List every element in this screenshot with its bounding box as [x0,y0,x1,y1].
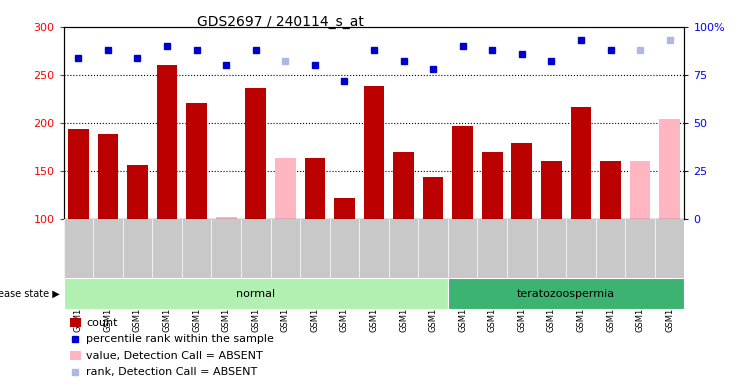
Bar [245,88,266,219]
Bar [156,65,177,219]
Bar [275,159,295,219]
Bar [364,86,384,219]
Text: disease state ▶: disease state ▶ [0,289,60,299]
Bar [512,143,532,219]
Bar [216,217,236,219]
Text: teratozoospermia: teratozoospermia [517,289,615,299]
Bar [393,152,414,219]
Bar [482,152,503,219]
Bar [64,278,448,309]
Text: rank, Detection Call = ABSENT: rank, Detection Call = ABSENT [86,367,257,377]
Bar [70,351,81,360]
Bar [68,129,89,219]
Text: normal: normal [236,289,275,299]
Bar [423,177,444,219]
Bar [127,165,148,219]
Bar [453,126,473,219]
Bar [448,278,684,309]
Bar [304,159,325,219]
Bar [70,318,81,327]
Bar [571,107,591,219]
Text: GDS2697 / 240114_s_at: GDS2697 / 240114_s_at [197,15,364,29]
Bar [186,103,207,219]
Bar [659,119,680,219]
Text: count: count [86,318,117,328]
Text: percentile rank within the sample: percentile rank within the sample [86,334,274,344]
Bar [600,161,621,219]
Bar [630,161,651,219]
Bar [334,198,355,219]
Bar [97,134,118,219]
Text: value, Detection Call = ABSENT: value, Detection Call = ABSENT [86,351,263,361]
Bar [541,161,562,219]
